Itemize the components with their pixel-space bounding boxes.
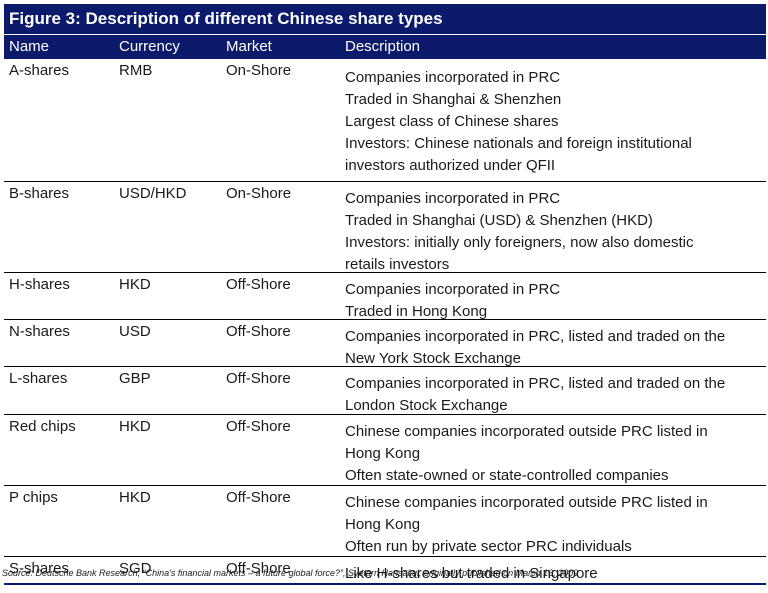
row-description: Chinese companies incorporated outside P…: [345, 421, 708, 487]
source-note: Source: Deutsche Bank Research, “China’s…: [2, 568, 579, 578]
description-line: Companies incorporated in PRC: [345, 281, 561, 298]
description-line: Companies incorporated in PRC, listed an…: [345, 328, 726, 345]
description-line: Chinese companies incorporated outside P…: [345, 423, 708, 440]
row-description: Companies incorporated in PRC, listed an…: [345, 373, 725, 417]
description-line: Often run by private sector PRC individu…: [345, 538, 632, 555]
row-name: Red chips: [9, 418, 76, 435]
header-currency: Currency: [119, 38, 180, 55]
table-row: A-shares RMB On-Shore Companies incorporate…: [4, 59, 766, 182]
row-name: S-shares: [9, 560, 70, 577]
row-name: L-shares: [9, 370, 68, 387]
table-row: H-shares HKD Off-Shore Companies incorporat…: [4, 273, 766, 320]
description-line: investors authorized under QFII: [345, 157, 556, 174]
description-line: Investors: initially only foreigners, no…: [345, 234, 694, 251]
description-line: Like H-shares but traded in Singapore: [345, 565, 598, 582]
table-row: P chips HKD Off-Shore Chinese companies inc…: [4, 486, 766, 557]
row-description: Companies incorporated in PRC Traded in S…: [345, 188, 694, 276]
row-market: Off-Shore: [226, 489, 291, 506]
share-types-figure: Figure 3: Description of different Chine…: [4, 4, 766, 585]
description-line: Chinese companies incorporated outside P…: [345, 494, 708, 511]
table-row: L-shares GBP Off-Shore Companies incorporat…: [4, 367, 766, 415]
table-header: Name Currency Market Description: [4, 34, 766, 59]
table-body: A-shares RMB On-Shore Companies incorporate…: [4, 59, 766, 585]
row-name: A-shares: [9, 62, 70, 79]
row-description: Companies incorporated in PRC Traded in S…: [345, 67, 692, 177]
row-description: Like H-shares but traded in Singapore: [345, 563, 598, 585]
row-market: Off-Shore: [226, 418, 291, 435]
row-name: B-shares: [9, 185, 70, 202]
table-row: S-shares SGD Off-Shore Like H-shares but tr…: [4, 557, 766, 585]
row-currency: GBP: [119, 370, 151, 387]
row-currency: USD/HKD: [119, 185, 187, 202]
row-market: Off-Shore: [226, 276, 291, 293]
row-description: Companies incorporated in PRC Traded in H…: [345, 279, 560, 323]
description-line: Traded in Shanghai & Shenzhen: [345, 91, 562, 108]
row-currency: HKD: [119, 489, 151, 506]
row-market: Off-Shore: [226, 323, 291, 340]
row-currency: SGD: [119, 560, 152, 577]
row-description: Companies incorporated in PRC, listed an…: [345, 326, 725, 370]
table-row: B-shares USD/HKD On-Shore Companies incorpo…: [4, 182, 766, 273]
row-name: H-shares: [9, 276, 70, 293]
description-line: Largest class of Chinese shares: [345, 113, 559, 130]
description-line: Investors: Chinese nationals and foreign…: [345, 135, 692, 152]
description-line: New York Stock Exchange: [345, 350, 521, 367]
description-line: retails investors: [345, 256, 450, 273]
row-currency: HKD: [119, 276, 151, 293]
header-market: Market: [226, 38, 272, 55]
row-currency: USD: [119, 323, 151, 340]
row-market: On-Shore: [226, 62, 292, 79]
description-line: Often state-owned or state-controlled co…: [345, 467, 669, 484]
row-market: On-Shore: [226, 185, 292, 202]
row-market: Off-Shore: [226, 370, 291, 387]
description-line: Hong Kong: [345, 445, 421, 462]
table-row: Red chips HKD Off-Shore Chinese companies i…: [4, 415, 766, 486]
description-line: Hong Kong: [345, 516, 421, 533]
row-name: N-shares: [9, 323, 70, 340]
table-row: N-shares USD Off-Shore Companies incorporat…: [4, 320, 766, 367]
description-line: Companies incorporated in PRC: [345, 69, 561, 86]
description-line: Companies incorporated in PRC, listed an…: [345, 375, 726, 392]
row-currency: RMB: [119, 62, 153, 79]
row-market: Off-Shore: [226, 560, 291, 577]
header-name: Name: [9, 38, 50, 55]
description-line: London Stock Exchange: [345, 397, 508, 414]
row-name: P chips: [9, 489, 58, 506]
description-line: Traded in Shanghai (USD) & Shenzhen (HKD…: [345, 212, 653, 229]
figure-title: Figure 3: Description of different Chine…: [4, 4, 766, 34]
header-description: Description: [345, 38, 421, 55]
description-line: Traded in Hong Kong: [345, 303, 488, 320]
description-line: Companies incorporated in PRC: [345, 190, 561, 207]
row-currency: HKD: [119, 418, 151, 435]
row-description: Chinese companies incorporated outside P…: [345, 492, 708, 558]
